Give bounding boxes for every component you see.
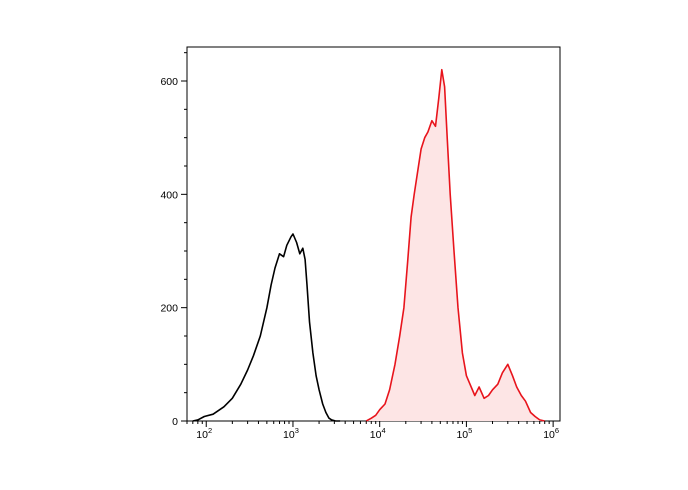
- y-tick-label: 400: [160, 189, 178, 201]
- series-0-line: [192, 233, 341, 422]
- plot-frame: [186, 46, 561, 422]
- y-tick-label: 0: [172, 416, 178, 428]
- series-layer: [192, 68, 545, 422]
- x-tick-label: 102: [196, 426, 212, 441]
- y-axis: 0 200 400 600: [160, 52, 187, 428]
- series-1-line: [365, 68, 545, 422]
- x-tick-label: 105: [456, 426, 472, 441]
- y-tick-label: 600: [160, 76, 178, 88]
- x-axis: 102 103 104 105 106: [186, 421, 559, 441]
- x-tick-label: 106: [543, 426, 559, 441]
- series-1-fill: [366, 69, 545, 421]
- x-tick-label: 103: [283, 426, 299, 441]
- plot-area: [186, 46, 561, 422]
- y-tick-label: 200: [160, 303, 178, 315]
- x-tick-label: 104: [370, 426, 386, 441]
